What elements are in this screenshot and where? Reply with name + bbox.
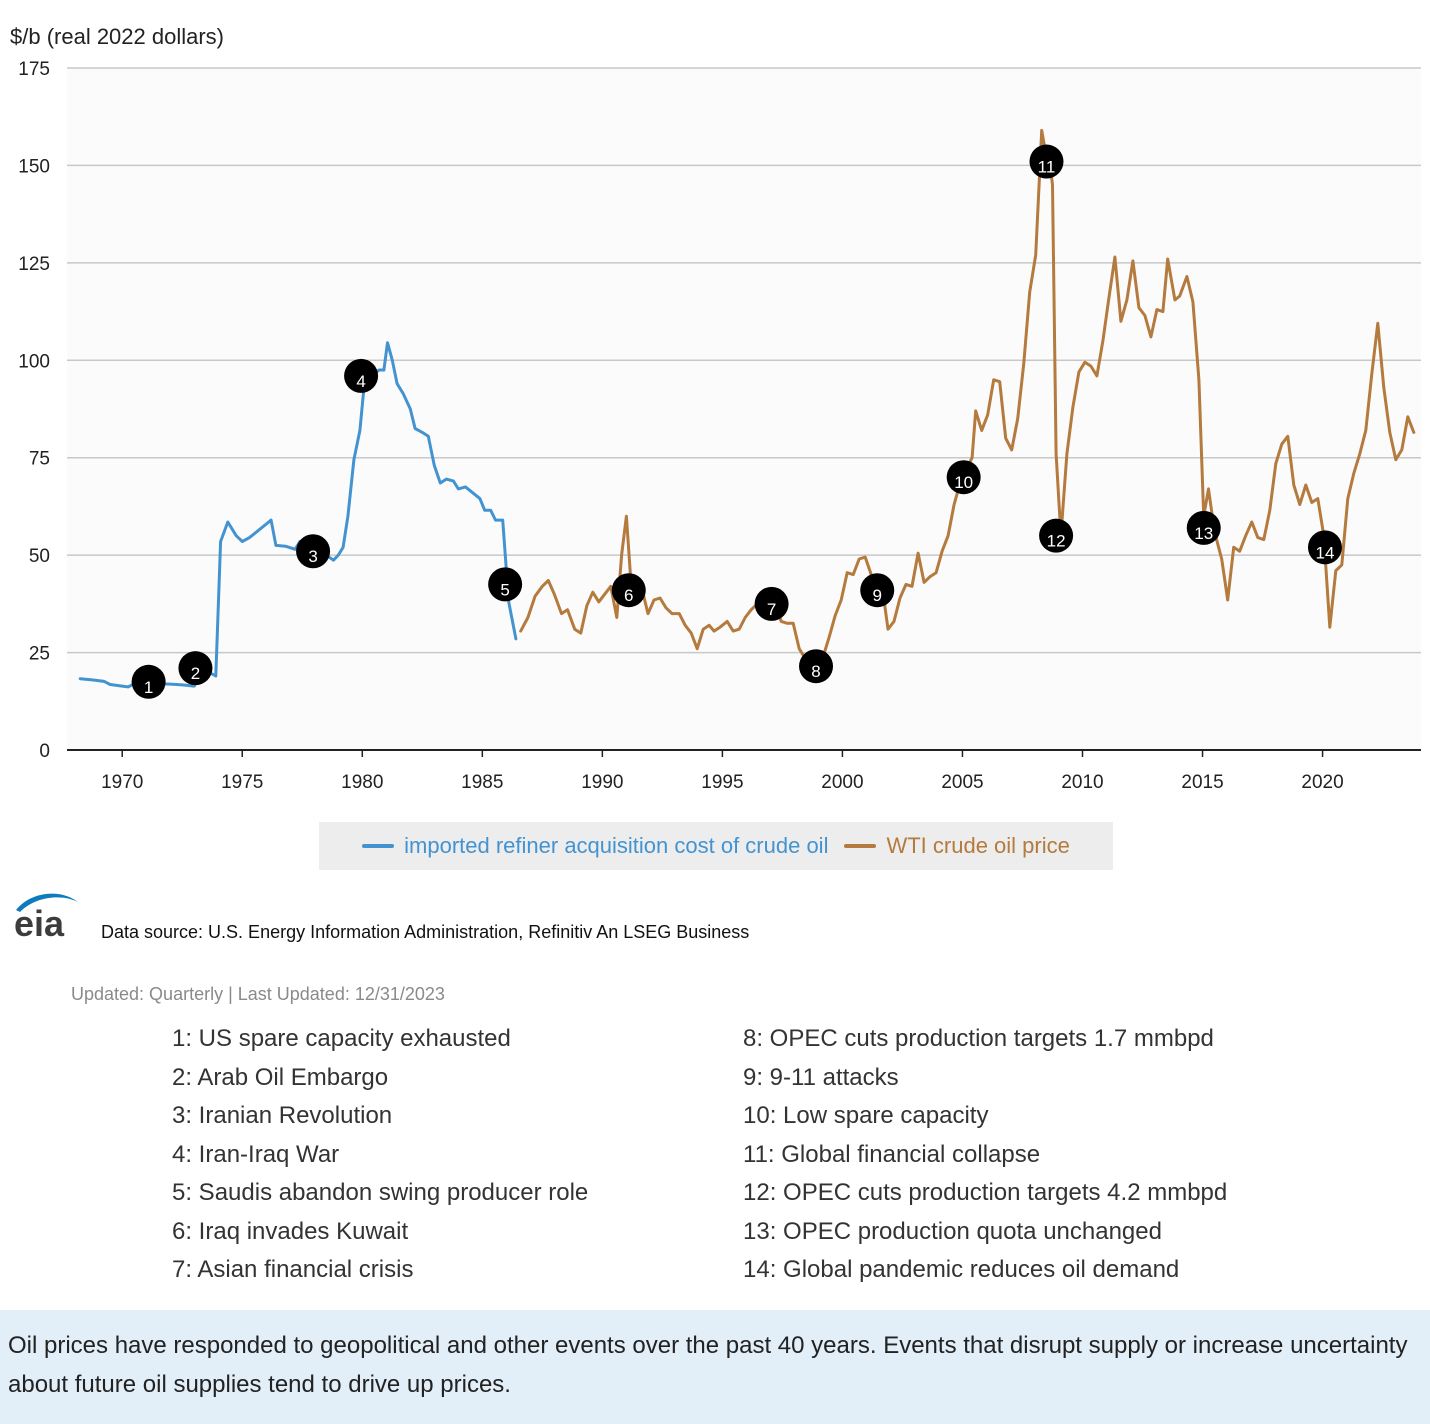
event-marker: [1307, 530, 1342, 565]
x-tick-label: 2000: [821, 772, 863, 793]
y-tick-label: 25: [29, 644, 50, 665]
event-item: 1: US spare capacity exhausted: [172, 1025, 511, 1052]
plot-area: [67, 68, 1421, 750]
event-marker-label: 6: [624, 586, 633, 605]
x-tick-label: 2020: [1301, 772, 1343, 793]
eia-logo: eia: [14, 893, 78, 944]
event-marker-label: 11: [1038, 158, 1056, 177]
legend-swatch-wti: [844, 844, 877, 848]
legend-label-wti: WTI crude oil price: [886, 833, 1070, 858]
series-line-imported-refiner: [78, 341, 518, 689]
event-item: 4: Iran-Iraq War: [172, 1140, 340, 1168]
event-marker: [1039, 518, 1074, 553]
event-marker: [131, 664, 166, 699]
event-marker: [799, 649, 834, 684]
y-tick-label: 50: [29, 546, 50, 567]
logo-swoosh-icon: [16, 893, 78, 912]
event-marker-label: 2: [191, 664, 200, 683]
legend-swatch-imported-refiner: [362, 844, 395, 848]
chart-legend: imported refiner acquisition cost of cru…: [319, 822, 1113, 870]
x-tick-label: 1985: [461, 772, 503, 793]
updated-note: Updated: Quarterly | Last Updated: 12/31…: [71, 984, 445, 1004]
chart-caption: Oil prices have responded to geopolitica…: [0, 1310, 1430, 1424]
event-item: 9: 9-11 attacks: [743, 1063, 899, 1091]
events-column-right: 8: OPEC cuts production targets 1.7 mmbp…: [743, 1022, 1227, 1292]
event-marker-label: 13: [1194, 524, 1213, 543]
event-item: 7: Asian financial crisis: [172, 1256, 414, 1283]
event-item: 13: OPEC production quota unchanged: [743, 1217, 1162, 1245]
legend-label-imported-refiner: imported refiner acquisition cost of cru…: [404, 833, 829, 858]
event-item: 10: Low spare capacity: [743, 1102, 989, 1129]
x-tick-label: 2010: [1061, 772, 1103, 793]
x-tick-label: 2015: [1181, 772, 1223, 793]
x-tick-label: 1975: [221, 772, 263, 793]
event-item: 11: Global financial collapse: [743, 1140, 1041, 1168]
y-tick-label: 100: [18, 351, 50, 372]
legend-item-imported-refiner[interactable]: imported refiner acquisition cost of cru…: [362, 833, 828, 859]
event-marker-label: 1: [144, 678, 153, 697]
event-marker: [178, 651, 213, 686]
y-axis-label: $/b (real 2022 dollars): [10, 24, 224, 49]
event-item: 12: OPEC cuts production targets 4.2 mmb…: [743, 1179, 1228, 1206]
event-marker: [344, 358, 379, 393]
event-marker-label: 4: [356, 372, 365, 391]
event-marker: [1186, 510, 1221, 545]
event-marker: [611, 573, 646, 608]
y-tick-label: 150: [18, 156, 50, 177]
event-marker-label: 10: [954, 473, 973, 492]
event-item: 14: Global pandemic reduces oil demand: [743, 1256, 1180, 1283]
event-marker-label: 14: [1316, 543, 1335, 562]
data-source: Data source: U.S. Energy Information Adm…: [101, 922, 750, 942]
y-tick-label: 0: [39, 741, 50, 762]
event-item: 2: Arab Oil Embargo: [172, 1063, 389, 1091]
event-item: 3: Iranian Revolution: [172, 1102, 393, 1129]
event-marker: [488, 567, 523, 602]
events-column-left: 1: US spare capacity exhausted 2: Arab O…: [172, 1022, 743, 1292]
x-tick-label: 1970: [101, 772, 143, 793]
event-marker-label: 12: [1047, 532, 1066, 551]
x-tick-label: 1995: [701, 772, 743, 793]
series-line-wti: [519, 128, 1416, 666]
y-tick-label: 75: [29, 449, 50, 470]
event-marker: [296, 534, 331, 569]
x-tick-label: 2005: [941, 772, 983, 793]
event-marker-label: 5: [500, 580, 509, 599]
event-marker: [860, 573, 895, 608]
x-tick-label: 1990: [581, 772, 623, 793]
event-marker-label: 9: [873, 586, 882, 605]
events-list: 1: US spare capacity exhausted 2: Arab O…: [172, 1022, 1332, 1292]
event-marker-label: 3: [308, 547, 317, 566]
event-marker-label: 8: [811, 662, 820, 681]
y-tick-label: 175: [18, 59, 50, 80]
logo-text: eia: [14, 903, 65, 944]
event-item: 5: Saudis abandon swing producer role: [172, 1179, 589, 1206]
event-marker-label: 7: [767, 600, 776, 619]
event-item: 6: Iraq invades Kuwait: [172, 1217, 409, 1245]
event-marker: [946, 460, 981, 495]
legend-item-wti[interactable]: WTI crude oil price: [844, 833, 1070, 859]
x-tick-label: 1980: [341, 772, 383, 793]
y-tick-label: 125: [18, 254, 50, 275]
event-marker: [1029, 144, 1064, 179]
event-marker: [754, 586, 789, 621]
event-item: 8: OPEC cuts production targets 1.7 mmbp…: [743, 1025, 1214, 1052]
